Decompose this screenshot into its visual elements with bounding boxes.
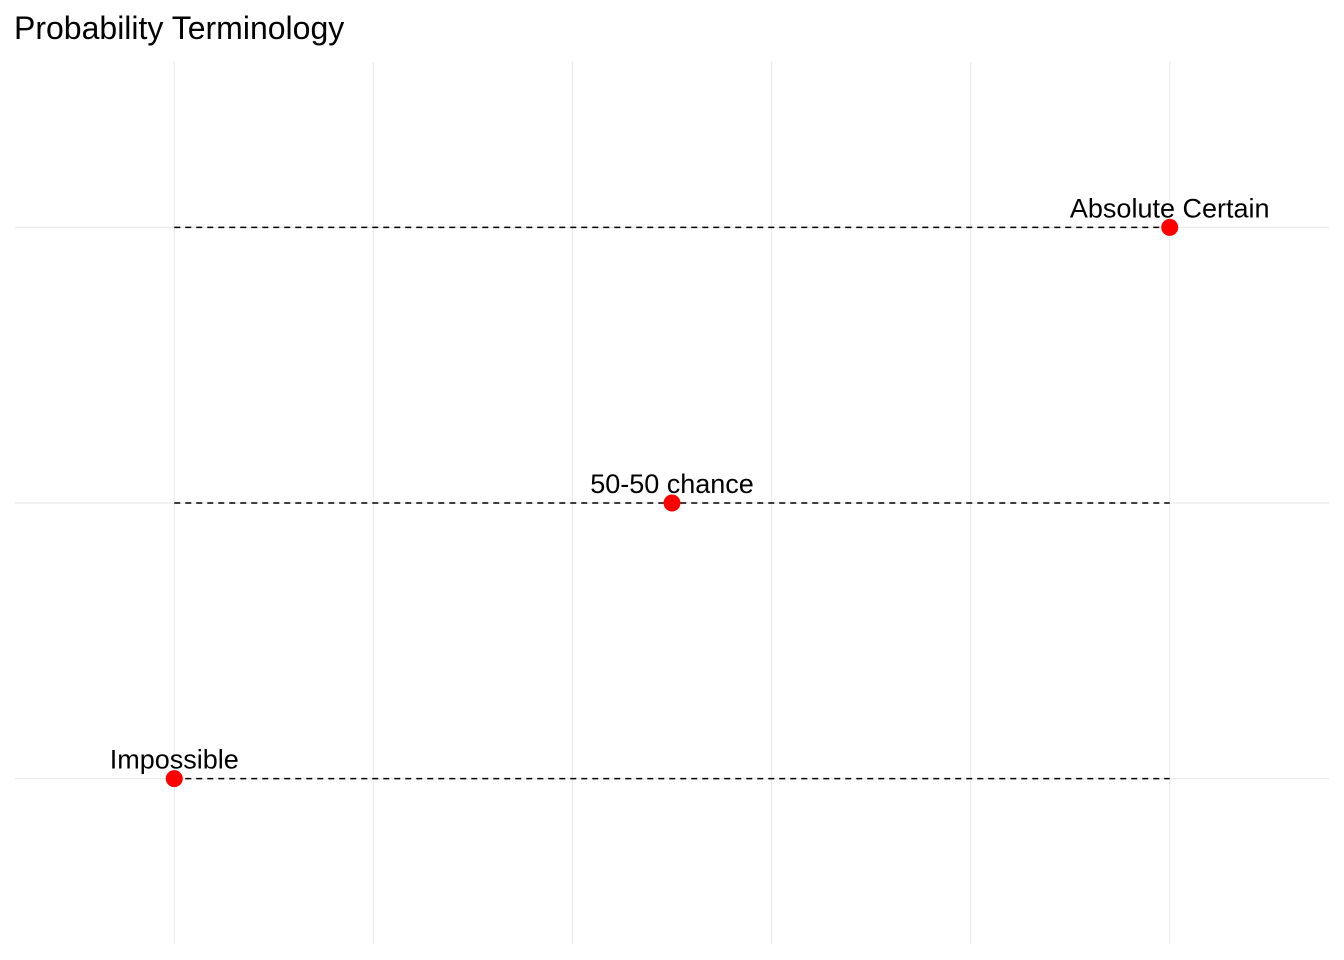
points-layer (165, 218, 1179, 788)
chart-title: Probability Terminology (14, 10, 345, 46)
labels-layer: Impossible 50-50 chance Absolute Certain (110, 193, 1270, 774)
point-label-2: Absolute Certain (1070, 193, 1270, 223)
point-label-1: 50-50 chance (590, 469, 754, 499)
point-0 (165, 770, 183, 788)
point-label-0: Impossible (110, 745, 239, 775)
point-1 (663, 494, 681, 512)
point-2 (1161, 218, 1179, 236)
